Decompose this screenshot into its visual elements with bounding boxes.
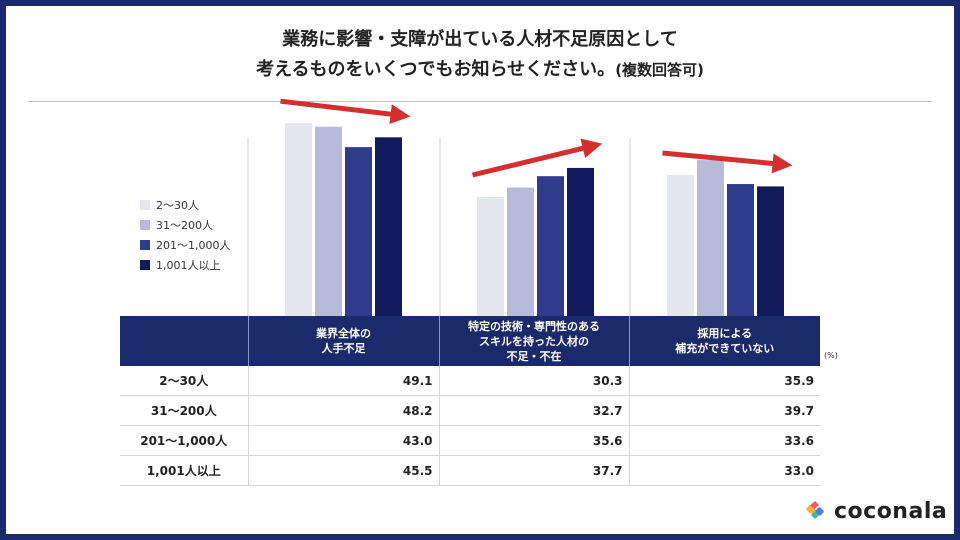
table-cell: 32.7 xyxy=(438,395,629,426)
table-row: 31〜200人 48.2 32.7 39.7 xyxy=(120,395,820,426)
bar xyxy=(375,137,402,316)
brand-name: coconala xyxy=(834,498,948,524)
bar xyxy=(477,197,504,316)
unit-label: (%) xyxy=(824,351,838,360)
title-note: (複数回答可) xyxy=(615,61,704,79)
bar xyxy=(537,176,564,316)
bar xyxy=(757,186,784,316)
brand-logo: coconala xyxy=(802,498,947,524)
table-cell: 35.9 xyxy=(628,366,820,396)
chart-title: 業務に影響・支障が出ている人材不足原因として 考えるものをいくつでもお知らせくだ… xyxy=(0,25,960,85)
legend-label: 31〜200人 xyxy=(156,219,213,232)
legend-item: 2〜30人 xyxy=(140,195,231,215)
title-divider xyxy=(28,101,932,102)
table-cell: 35.6 xyxy=(438,425,629,456)
table-cell: 48.2 xyxy=(247,395,439,426)
table-row: 201〜1,000人 43.0 35.6 33.6 xyxy=(120,425,820,456)
legend-swatch xyxy=(140,260,150,270)
legend-item: 31〜200人 xyxy=(140,215,231,235)
table-cell: 39.7 xyxy=(628,395,820,426)
legend-swatch xyxy=(140,220,150,230)
legend-label: 201〜1,000人 xyxy=(156,239,231,252)
table-row: 1,001人以上 45.5 37.7 33.0 xyxy=(120,455,820,486)
table-cell: 45.5 xyxy=(247,455,439,486)
bar xyxy=(667,175,694,316)
table-cell: 33.6 xyxy=(628,425,820,456)
chart-legend: 2〜30人 31〜200人 201〜1,000人 1,001人以上 xyxy=(140,195,231,275)
data-table: 業界全体の 人手不足 特定の技術・専門性のある スキルを持った人材の 不足・不在… xyxy=(120,316,820,486)
bar xyxy=(507,187,534,316)
bar xyxy=(727,184,754,316)
table-cell: 30.3 xyxy=(438,366,629,396)
bar xyxy=(345,147,372,316)
title-line-2-text: 考えるものをいくつでもお知らせください。 xyxy=(256,59,616,80)
row-label: 1,001人以上 xyxy=(120,455,248,486)
legend-item: 201〜1,000人 xyxy=(140,235,231,255)
table-row: 2〜30人 49.1 30.3 35.9 xyxy=(120,366,820,396)
trend-arrow xyxy=(471,138,603,178)
legend-item: 1,001人以上 xyxy=(140,255,231,275)
row-label: 31〜200人 xyxy=(120,395,248,426)
bar xyxy=(567,167,594,316)
table-cell: 43.0 xyxy=(247,425,439,456)
table-header-row: 業界全体の 人手不足 特定の技術・専門性のある スキルを持った人材の 不足・不在… xyxy=(120,316,820,366)
legend-swatch xyxy=(140,240,150,250)
column-header: 業界全体の 人手不足 xyxy=(247,316,439,366)
legend-label: 2〜30人 xyxy=(156,199,199,212)
table-cell: 33.0 xyxy=(628,455,820,486)
legend-label: 1,001人以上 xyxy=(156,259,221,272)
row-label: 201〜1,000人 xyxy=(120,425,248,456)
bar xyxy=(285,123,312,317)
column-header: 特定の技術・専門性のある スキルを持った人材の 不足・不在 xyxy=(438,316,629,366)
bar xyxy=(315,126,342,317)
title-line-1: 業務に影響・支障が出ている人材不足原因として xyxy=(282,29,678,50)
table-cell: 49.1 xyxy=(247,366,439,396)
title-line-2: 考えるものをいくつでもお知らせください。(複数回答可) xyxy=(0,55,960,85)
column-header: 採用による 補充ができていない xyxy=(628,316,820,366)
table-cell: 37.7 xyxy=(438,455,629,486)
legend-swatch xyxy=(140,200,150,210)
trend-arrow xyxy=(662,150,793,174)
row-label: 2〜30人 xyxy=(120,366,248,396)
table-corner xyxy=(120,316,248,366)
bar xyxy=(697,160,724,316)
trend-arrow xyxy=(280,98,411,125)
coconala-logo-icon xyxy=(806,501,824,519)
